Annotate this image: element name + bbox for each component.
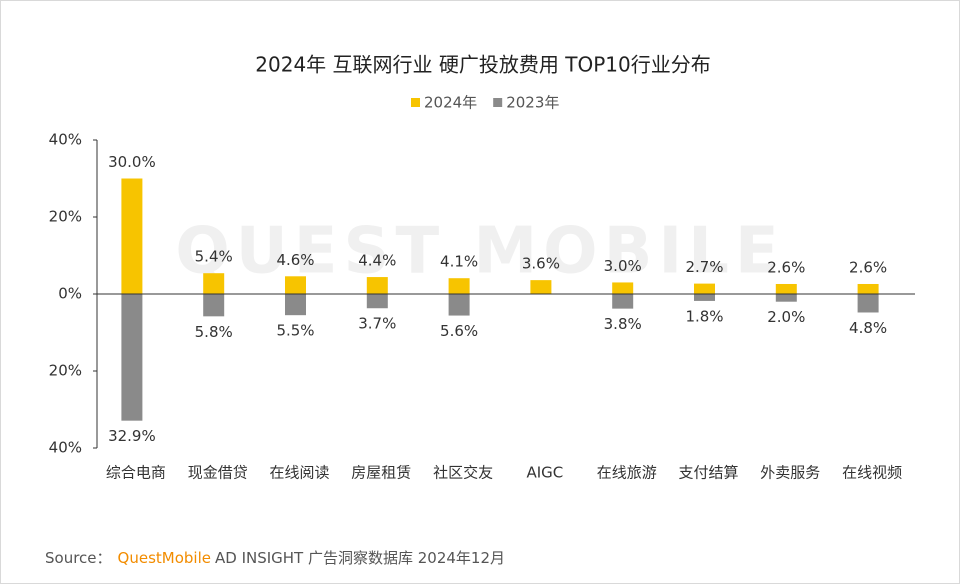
x-tick-label: 外卖服务 <box>760 464 820 482</box>
bar <box>121 294 143 421</box>
bar <box>366 294 388 309</box>
bar <box>857 294 879 313</box>
bar <box>285 276 306 294</box>
value-label: 5.6% <box>440 322 478 340</box>
value-label: 2.6% <box>849 258 887 276</box>
value-label: 5.5% <box>276 322 314 340</box>
chart-title: 2024年 互联网行业 硬广投放费用 TOP10行业分布 <box>255 53 710 77</box>
bar <box>121 178 143 294</box>
value-label: 32.9% <box>108 427 156 445</box>
bar <box>285 294 306 316</box>
value-label: 3.6% <box>522 255 560 273</box>
value-label: 2.6% <box>767 258 805 276</box>
value-label: 2.0% <box>767 308 805 326</box>
x-tick-label: 社区交友 <box>433 464 493 482</box>
legend-label: 2024年 <box>424 94 477 112</box>
bar <box>612 282 634 294</box>
x-tick-label: 在线阅读 <box>269 464 329 482</box>
x-tick-label: 房屋租赁 <box>351 464 411 482</box>
y-tick-label: 40% <box>49 131 82 149</box>
legend-label: 2023年 <box>506 94 559 112</box>
watermark: QUEST MOBILE <box>175 215 784 289</box>
x-tick-label: 支付结算 <box>678 464 738 482</box>
value-label: 3.8% <box>604 315 642 333</box>
source-prefix: Source： <box>45 549 112 567</box>
value-label: 3.7% <box>358 315 396 333</box>
source: Source： QuestMobile AD INSIGHT 广告洞察数据库 202… <box>45 549 505 567</box>
value-label: 3.0% <box>604 257 642 275</box>
value-label: 4.1% <box>440 253 478 271</box>
y-tick-label: 20% <box>49 362 82 380</box>
x-tick-label: AIGC <box>527 464 564 482</box>
value-label: 2.7% <box>685 258 723 276</box>
value-label: 30.0% <box>108 153 156 171</box>
y-tick-label: 20% <box>49 208 82 226</box>
bar <box>775 283 797 294</box>
x-tick-label: 综合电商 <box>106 464 166 482</box>
bar <box>612 294 634 309</box>
value-label: 4.8% <box>849 319 887 337</box>
value-label: 4.6% <box>276 251 314 269</box>
bar <box>448 278 470 294</box>
source-brand: QuestMobile <box>118 549 211 567</box>
x-tick-label: 现金借贷 <box>188 464 248 482</box>
bar <box>366 277 388 294</box>
y-tick-label: 40% <box>49 439 82 457</box>
bar <box>530 280 552 294</box>
value-label: 4.4% <box>358 252 396 270</box>
x-tick-label: 在线旅游 <box>597 464 657 482</box>
y-tick-label: 0% <box>58 285 82 303</box>
bar <box>448 294 470 316</box>
x-tick-label: 在线视频 <box>842 464 902 482</box>
value-label: 5.4% <box>195 248 233 266</box>
bar <box>857 283 879 294</box>
bar <box>775 294 797 302</box>
bar <box>694 294 715 301</box>
legend-swatch <box>411 98 420 107</box>
bar <box>694 283 715 294</box>
bar <box>203 273 225 294</box>
source-text: AD INSIGHT 广告洞察数据库 2024年12月 <box>215 549 505 567</box>
legend-swatch <box>493 98 503 107</box>
value-label: 1.8% <box>685 307 723 325</box>
value-label: 5.8% <box>195 323 233 341</box>
bar <box>203 294 225 317</box>
